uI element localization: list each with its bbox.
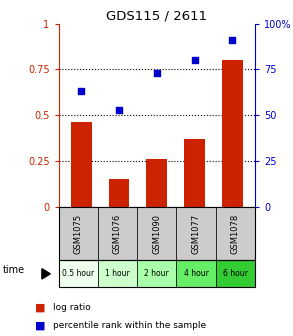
- Point: [154, 70, 159, 76]
- Text: GSM1090: GSM1090: [152, 213, 161, 254]
- Text: log ratio: log ratio: [53, 303, 91, 312]
- Polygon shape: [42, 269, 50, 279]
- Text: ■: ■: [35, 321, 46, 331]
- Title: GDS115 / 2611: GDS115 / 2611: [106, 9, 207, 23]
- Text: ■: ■: [35, 302, 46, 312]
- Point: [192, 57, 197, 63]
- Text: percentile rank within the sample: percentile rank within the sample: [53, 322, 206, 330]
- Point: [79, 89, 84, 94]
- Text: 2 hour: 2 hour: [144, 269, 169, 278]
- Text: GSM1077: GSM1077: [192, 213, 200, 254]
- Text: 4 hour: 4 hour: [184, 269, 208, 278]
- Bar: [146, 159, 167, 207]
- Bar: [109, 179, 130, 207]
- Point: [117, 107, 121, 112]
- Text: time: time: [3, 265, 25, 275]
- Point: [230, 37, 235, 43]
- Bar: [222, 60, 243, 207]
- Text: GSM1076: GSM1076: [113, 213, 122, 254]
- Bar: [71, 122, 92, 207]
- Text: GSM1075: GSM1075: [74, 213, 83, 254]
- Bar: [184, 139, 205, 207]
- Text: 6 hour: 6 hour: [223, 269, 248, 278]
- Text: GSM1078: GSM1078: [231, 213, 240, 254]
- Text: 1 hour: 1 hour: [105, 269, 130, 278]
- Text: 0.5 hour: 0.5 hour: [62, 269, 94, 278]
